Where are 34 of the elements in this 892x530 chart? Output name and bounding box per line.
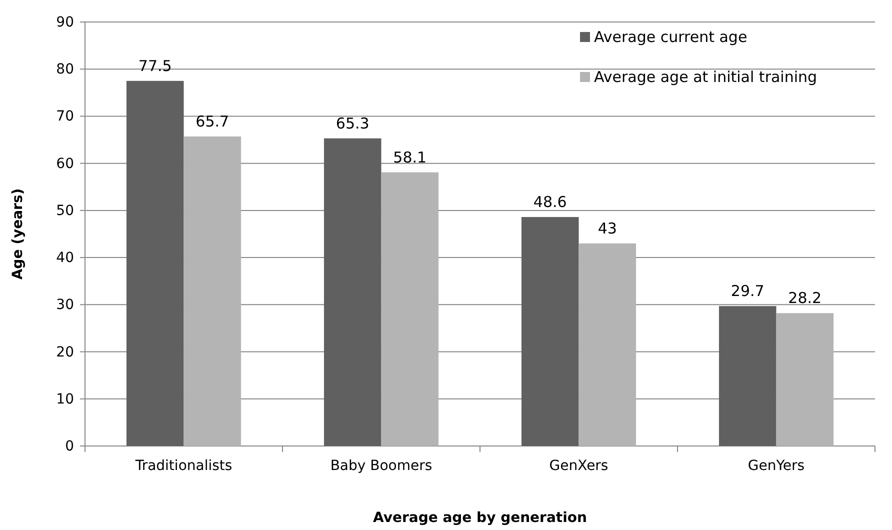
bar [381, 172, 439, 446]
y-axis-title: Age (years) [10, 188, 26, 280]
x-tick-label: Baby Boomers [330, 458, 432, 474]
data-label: 43 [598, 219, 617, 238]
x-tick-label: GenYers [748, 458, 805, 474]
y-tick-label: 90 [56, 14, 74, 30]
y-tick-label: 30 [56, 297, 74, 314]
legend-label: Average age at initial training [594, 68, 818, 86]
data-label: 28.2 [788, 289, 822, 308]
bar [126, 80, 184, 446]
data-label: 77.5 [138, 56, 172, 75]
y-tick-label: 20 [56, 344, 74, 360]
x-tick-label: GenXers [549, 458, 608, 474]
y-tick-label: 60 [56, 156, 74, 172]
data-label: 48.6 [533, 193, 567, 212]
y-tick-label: 10 [56, 391, 74, 408]
legend-label: Average current age [594, 28, 748, 46]
bar [718, 306, 776, 446]
bar [184, 136, 242, 446]
data-label: 65.3 [336, 114, 370, 132]
bar [324, 138, 382, 446]
y-tick-label: 80 [56, 62, 74, 78]
y-tick-label: 40 [56, 250, 74, 266]
y-tick-label: 70 [56, 108, 74, 125]
y-tick-label: 0 [65, 438, 74, 454]
bar [776, 313, 834, 446]
data-label: 65.7 [196, 112, 230, 130]
x-axis-title: Average age by generation [373, 510, 587, 526]
bar [521, 217, 579, 446]
data-label: 58.1 [393, 148, 427, 166]
x-tick-label: Traditionalists [134, 458, 232, 474]
bar [578, 243, 636, 446]
data-label: 29.7 [730, 282, 764, 300]
y-tick-label: 50 [56, 202, 74, 219]
